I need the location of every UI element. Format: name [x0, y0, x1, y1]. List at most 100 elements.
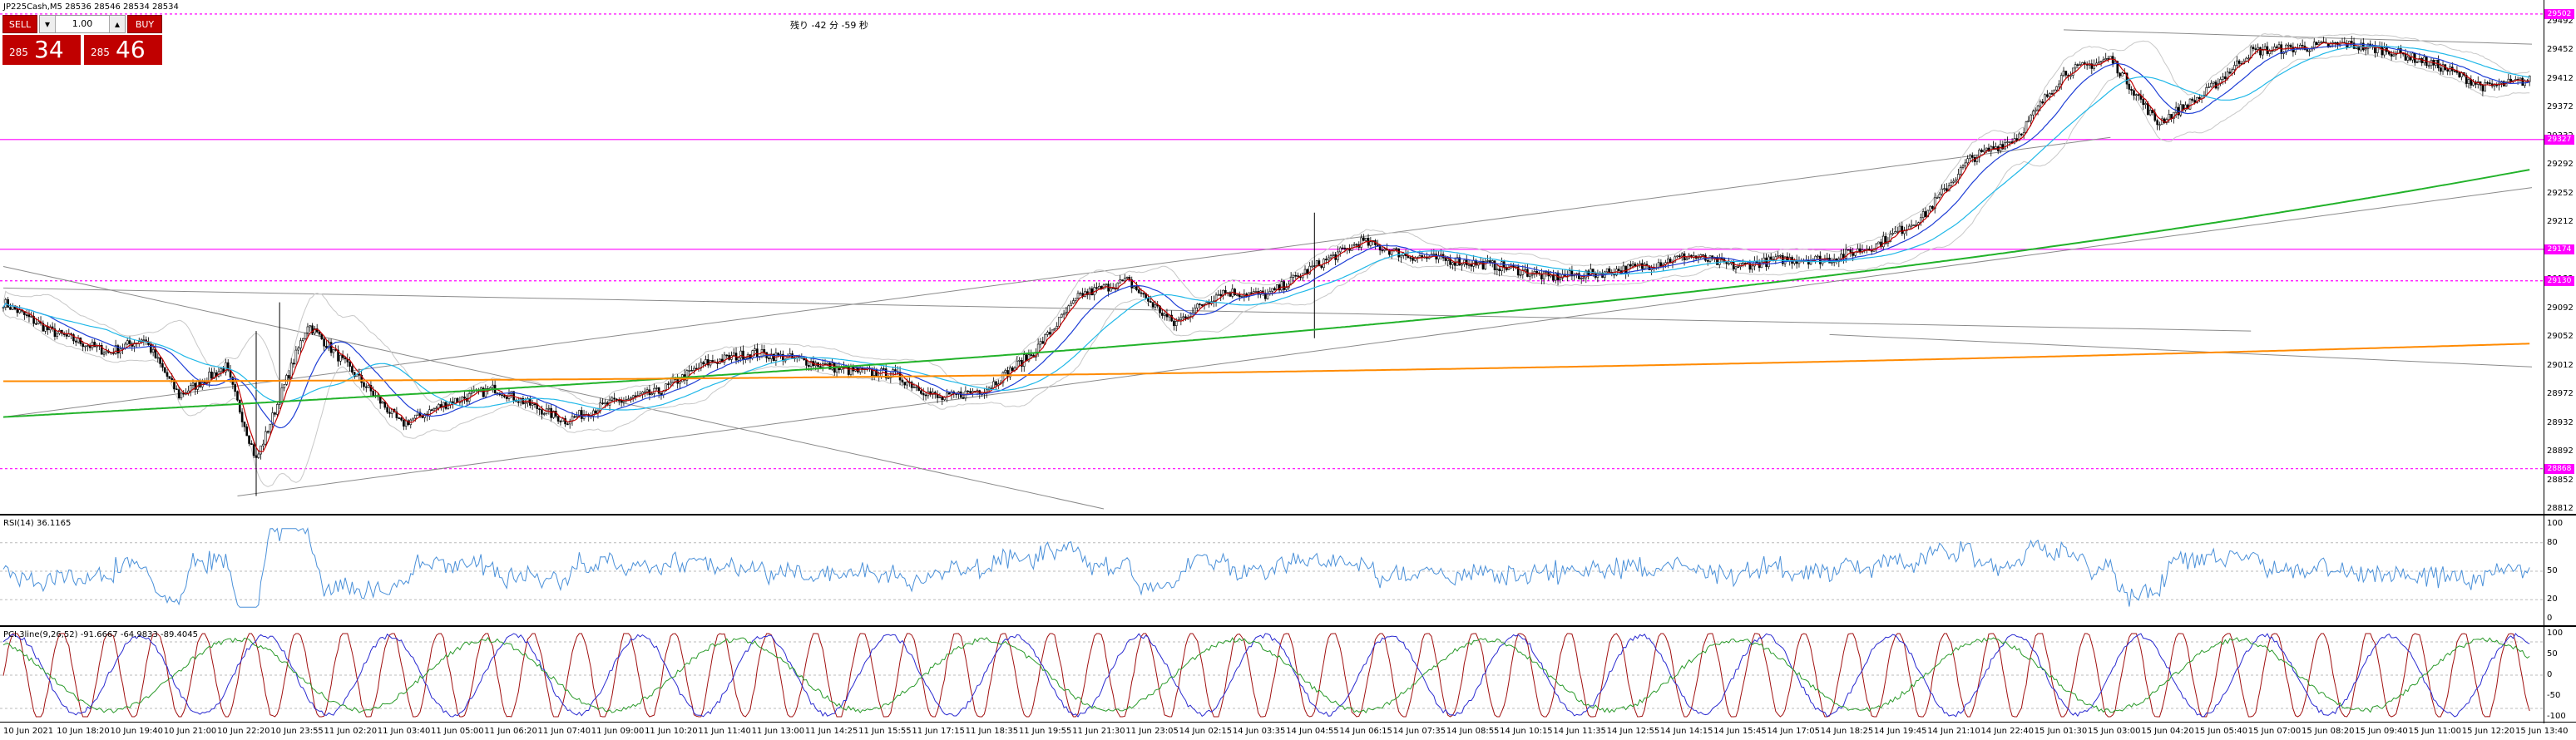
candle-body [1877, 241, 1880, 244]
bid-price-button[interactable]: 285 34 [2, 35, 81, 65]
candle-body [1680, 253, 1684, 257]
candle-body [388, 412, 391, 414]
candle-body [1884, 235, 1887, 244]
candle-body [2228, 72, 2232, 74]
candle-body [1254, 291, 1258, 293]
bid-price-pips: 34 [34, 36, 64, 63]
candle-body [1605, 268, 1609, 273]
price-axis-label: 28932 [2547, 417, 2574, 427]
candle-body [264, 431, 267, 445]
candle-body [503, 395, 506, 397]
candle-body [1516, 266, 1520, 276]
candle-body [2074, 64, 2077, 69]
candle-body [2528, 76, 2531, 82]
candle-body [208, 372, 211, 383]
sell-button[interactable]: SELL [2, 15, 37, 33]
lot-size-input[interactable]: 1.00 [72, 18, 93, 29]
candle-body [438, 404, 440, 409]
time-axis-label: 11 Jun 02:20 [324, 727, 378, 736]
candle-body [723, 354, 726, 363]
pci-axis-label: 50 [2547, 649, 2558, 659]
time-axis-label: 11 Jun 13:00 [751, 727, 805, 736]
candle-body [1397, 248, 1400, 258]
time-axis-label: 14 Jun 18:25 [1820, 727, 1874, 736]
candle-body [105, 350, 108, 353]
lot-increase-icon[interactable]: ▴ [109, 16, 125, 32]
candle-body [1617, 269, 1620, 271]
time-axis-label: 11 Jun 05:00 [431, 727, 484, 736]
candle-body [407, 420, 410, 426]
candle-body [1742, 262, 1744, 264]
time-axis-label: 15 Jun 12:20 [2461, 727, 2515, 736]
rsi-title: RSI(14) 36.1165 [3, 519, 72, 528]
candle-body [2404, 53, 2407, 61]
candle-body [2142, 99, 2145, 106]
candle-body [892, 369, 894, 377]
rsi-pane[interactable] [0, 517, 2544, 625]
pane-divider[interactable] [0, 514, 2576, 516]
price-chart-pane[interactable] [0, 0, 2544, 514]
candle-body [2455, 71, 2459, 73]
candle-body [883, 368, 885, 370]
lot-size-field[interactable]: ▾ 1.00 ▴ [39, 15, 126, 33]
candle-body [463, 396, 466, 399]
candle-body [1388, 249, 1391, 255]
candle-body [1519, 274, 1522, 276]
candle-body [1364, 237, 1367, 241]
candle-body [1327, 257, 1330, 261]
candle-body [737, 357, 740, 361]
price-chart-canvas[interactable] [0, 0, 2544, 514]
time-axis-label: 10 Jun 19:40 [110, 727, 164, 736]
pci-title: PCI 3line(9,26,52) -91.6667 -64.9833 -89… [3, 630, 198, 639]
candle-body [1676, 255, 1679, 258]
candle-body [847, 367, 850, 375]
pci-pane[interactable] [0, 629, 2544, 722]
level-price-tag[interactable]: 28868 [2544, 463, 2574, 474]
candle-body [657, 387, 660, 394]
level-price-tag[interactable]: 29327 [2544, 134, 2574, 145]
level-price-tag[interactable]: 29174 [2544, 244, 2574, 254]
candle-body [2222, 76, 2224, 80]
candle-body [2301, 44, 2304, 47]
candle-body [665, 383, 667, 392]
candle-body [524, 402, 527, 405]
lot-decrease-icon[interactable]: ▾ [40, 16, 56, 32]
candle-body [412, 417, 414, 421]
time-axis-label: 14 Jun 22:40 [1980, 727, 2034, 736]
candle-body [967, 390, 970, 392]
candle-body [318, 331, 321, 335]
price-axis-label: 29372 [2547, 102, 2574, 112]
candle-body [372, 390, 375, 397]
candle-body [177, 389, 180, 399]
candle-body [1154, 304, 1157, 308]
candle-body [1894, 231, 1896, 234]
candle-body [1173, 320, 1175, 327]
buy-button[interactable]: BUY [127, 15, 162, 33]
ask-price-button[interactable]: 285 46 [84, 35, 162, 65]
candle-body [2137, 94, 2140, 96]
candle-body [1369, 241, 1372, 246]
candle-body [1941, 188, 1943, 195]
level-price-tag[interactable]: 29502 [2544, 8, 2574, 19]
time-axis-label: 14 Jun 08:55 [1446, 727, 1500, 736]
candle-body [1238, 294, 1241, 298]
candle-body [2252, 47, 2255, 50]
candle-body [1128, 277, 1131, 280]
candle-body [1486, 260, 1489, 262]
price-axis-label: 29212 [2547, 217, 2574, 226]
level-price-tag[interactable]: 29130 [2544, 275, 2574, 286]
candle-body [1936, 197, 1939, 199]
candle-body [1467, 264, 1471, 266]
candle-body [831, 363, 833, 370]
candle-body [604, 402, 606, 404]
candle-body [1229, 292, 1232, 297]
candle-body [772, 353, 775, 362]
candle-body [920, 390, 922, 394]
candle-body [580, 410, 583, 419]
candle-body [1170, 314, 1173, 322]
candle-body [2039, 101, 2042, 106]
candle-body [1910, 224, 1913, 227]
candle-body [592, 410, 595, 417]
candle-body [150, 344, 152, 353]
pane-divider[interactable] [0, 625, 2576, 627]
